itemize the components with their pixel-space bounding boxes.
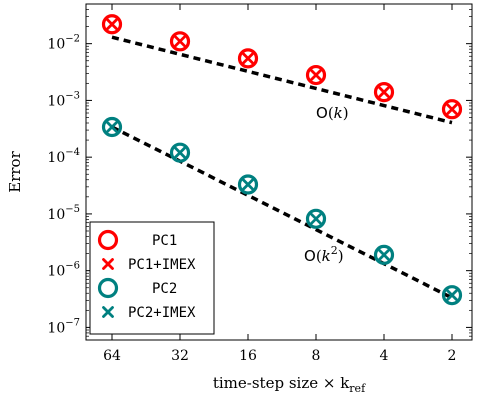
- y-tick-exponent: −4: [65, 147, 80, 158]
- pc2-imex-point-stroke: [310, 212, 322, 225]
- pc2-imex-point-stroke: [242, 178, 254, 191]
- pc1-imex-point: [310, 69, 322, 81]
- y-tick-base: 10: [47, 93, 65, 109]
- y-tick-label: 10−4: [47, 147, 80, 166]
- legend-marker-pc1-imex-stroke: [102, 258, 114, 270]
- y-tick-exponent: −3: [65, 90, 80, 101]
- y-tick: 10−5: [47, 204, 472, 223]
- annotation-paren: ): [343, 104, 349, 122]
- pc1-imex-point: [378, 86, 390, 99]
- legend-marker-pc2-imex: [102, 306, 114, 318]
- x-tick-label: 2: [448, 348, 457, 364]
- plot-frame: [85, 3, 473, 341]
- y-tick-exponent: −7: [65, 317, 80, 328]
- pc1-imex-point: [106, 18, 118, 31]
- pc1-imex-point: [174, 35, 186, 48]
- pc2-imex-point: [242, 178, 254, 191]
- annotation-paren: (: [328, 104, 334, 122]
- x-axis-label-subscript: ref: [349, 382, 366, 395]
- pc1-imex-point: [242, 52, 254, 65]
- order-annotation: O(k2): [304, 244, 344, 265]
- x-axis-label: time-step size × kref: [213, 374, 366, 395]
- x-tick-label: 16: [239, 348, 257, 364]
- pc1-point: [237, 48, 259, 69]
- y-tick-label: 10−7: [47, 317, 80, 336]
- legend-marker-pc2: [97, 277, 119, 299]
- annotation-paren: (: [316, 247, 322, 265]
- annotation-symbol: O: [304, 247, 316, 265]
- legend-marker-pc1-imex: [102, 258, 114, 270]
- annotation-paren: ): [338, 247, 344, 265]
- pc1-point: [101, 14, 123, 35]
- x-tick-label: 8: [312, 348, 321, 364]
- y-tick-label: 10−3: [47, 90, 80, 109]
- y-tick: 10−3: [47, 90, 472, 109]
- y-tick-exponent: −6: [65, 261, 80, 272]
- y-tick-label: 10−2: [47, 34, 80, 53]
- y-tick-base: 10: [47, 264, 65, 280]
- pc1-point: [169, 31, 191, 52]
- x-axis-label-main: time-step size × k: [213, 374, 350, 392]
- pc1-imex-point-stroke: [174, 35, 186, 48]
- pc2-point: [441, 285, 463, 306]
- pc2-imex-point: [106, 121, 118, 133]
- pc2-imex-point-stroke: [106, 121, 118, 133]
- y-tick-exponent: −2: [65, 34, 80, 45]
- pc2-point: [305, 208, 327, 229]
- y-tick-base: 10: [47, 37, 65, 53]
- pc2-point: [373, 244, 395, 265]
- y-axis-label: Error: [6, 150, 24, 192]
- y-tick-base: 10: [47, 150, 65, 166]
- x-tick-label: 32: [171, 348, 189, 364]
- pc2-imex-point: [174, 146, 186, 159]
- annotation-symbol: O: [316, 104, 328, 122]
- legend-marker-pc2-imex-stroke: [102, 306, 114, 318]
- annotation-exponent: 2: [331, 244, 338, 257]
- reference-line-2: [111, 125, 453, 300]
- annotation-variable: k: [322, 247, 331, 265]
- y-tick-base: 10: [47, 207, 65, 223]
- pc2-point: [101, 116, 123, 138]
- pc1-imex-point-stroke: [242, 52, 254, 65]
- pc2-point: [169, 142, 191, 163]
- legend-label: PC1: [152, 233, 177, 249]
- pc1-imex-point-stroke: [106, 18, 118, 31]
- pc2-imex-point: [378, 248, 390, 261]
- legend-box: [89, 221, 215, 335]
- y-tick-exponent: −5: [65, 204, 80, 215]
- y-tick: 10−2: [47, 34, 472, 53]
- legend-label: PC1+IMEX: [128, 257, 196, 273]
- y-tick: 10−4: [47, 147, 472, 166]
- x-tick-label: 64: [103, 348, 121, 364]
- y-tick-base: 10: [47, 320, 65, 336]
- y-tick-label: 10−5: [47, 204, 80, 223]
- x-tick-label: 4: [380, 348, 389, 364]
- pc2-imex-point-stroke: [174, 146, 186, 159]
- annotation-variable: k: [334, 104, 343, 122]
- y-tick-label: 10−6: [47, 261, 80, 280]
- legend-label: PC2+IMEX: [128, 305, 196, 321]
- pc1-imex-point-stroke: [310, 69, 322, 81]
- legend-label: PC2: [152, 281, 177, 297]
- pc2-imex-point: [310, 212, 322, 225]
- pc1-imex-point-stroke: [378, 86, 390, 99]
- pc1-imex-point: [446, 103, 458, 116]
- pc1-point: [373, 82, 395, 103]
- reference-line-1: [111, 35, 453, 125]
- pc2-imex-point-stroke: [378, 248, 390, 261]
- order-annotation: O(k): [316, 104, 349, 122]
- pc2-imex-point: [446, 289, 458, 302]
- legend-marker-pc1: [97, 229, 119, 251]
- pc1-point: [441, 99, 463, 120]
- pc1-point: [305, 64, 327, 86]
- pc1-imex-point-stroke: [446, 103, 458, 116]
- pc2-imex-point-stroke: [446, 289, 458, 302]
- pc2-point: [237, 174, 259, 195]
